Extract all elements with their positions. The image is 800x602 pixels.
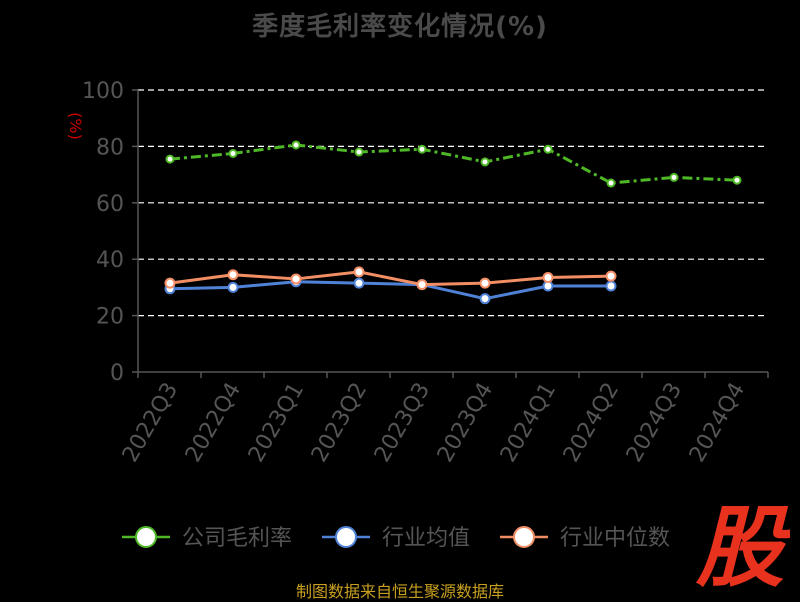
data-point [732,175,742,185]
x-tick-label: 2024Q4 [685,379,750,467]
series-line [169,143,738,185]
legend-label: 行业均值 [382,526,470,551]
data-point [543,144,553,154]
legend-item[interactable]: 公司毛利率 [122,526,292,551]
legend-marker [135,526,157,548]
data-point [479,277,491,289]
watermark-glyph: 股 [695,496,790,594]
data-point [354,147,364,157]
series-line [169,270,612,287]
data-point [165,154,175,164]
legend-label: 行业中位数 [560,526,670,551]
x-tick-label: 2023Q3 [370,379,435,467]
x-tick-label: 2022Q3 [118,379,183,467]
data-point [605,280,617,292]
y-tick-label: 100 [82,79,124,104]
data-point [417,144,427,154]
x-tick-label: 2022Q4 [181,379,246,467]
axis-layer: 0204060801002022Q32022Q42023Q12023Q22023… [82,79,769,467]
y-tick-label: 20 [96,305,124,330]
data-point [228,148,238,158]
data-point [542,272,554,284]
data-point [605,270,617,282]
x-tick-label: 2023Q4 [433,379,498,467]
data-point [353,266,365,278]
legend-marker [335,526,357,548]
legend-item[interactable]: 行业均值 [322,526,470,551]
series-layer [164,140,742,305]
legend-marker [513,526,535,548]
x-tick-label: 2024Q1 [496,379,561,467]
data-point [669,172,679,182]
chart-title: 季度毛利率变化情况(%) [252,12,548,42]
data-point [353,277,365,289]
x-tick-label: 2023Q2 [307,379,372,467]
legend-label: 公司毛利率 [182,526,292,551]
y-tick-label: 0 [110,361,124,386]
series-line [169,280,611,301]
x-tick-label: 2024Q3 [622,379,687,467]
data-point [164,277,176,289]
watermark-logo: 股 [695,496,790,594]
data-point [290,273,302,285]
grid-layer [138,89,768,317]
series-3 [164,266,617,291]
data-point [227,269,239,281]
data-point [416,279,428,291]
data-point [480,157,490,167]
y-axis-label: (%) [66,112,85,140]
data-point [227,281,239,293]
footer-source: 制图数据来自恒生聚源数据库 [295,582,504,601]
data-point [291,140,301,150]
legend-item[interactable]: 行业中位数 [500,526,670,551]
x-tick-label: 2023Q1 [244,379,309,467]
y-tick-label: 80 [96,135,124,160]
data-point [606,178,616,188]
x-tick-label: 2024Q2 [559,379,624,467]
legend: 公司毛利率 行业均值 行业中位数 [122,526,670,551]
y-tick-label: 60 [96,192,124,217]
series-1 [165,140,742,188]
y-tick-label: 40 [96,248,124,273]
data-point [479,293,491,305]
